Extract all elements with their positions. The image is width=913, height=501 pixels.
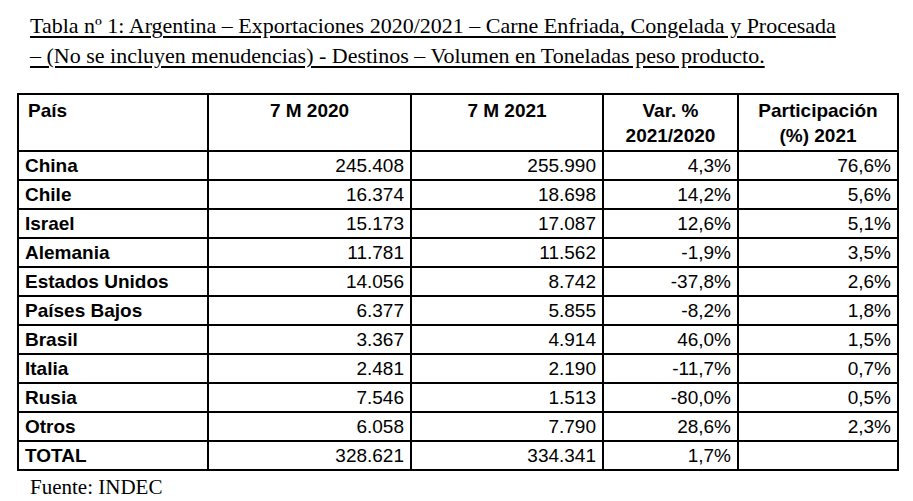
- cell-var-pct: -11,7%: [603, 354, 738, 383]
- source-note: Fuente: INDEC: [30, 475, 913, 500]
- cell-participacion: 1,5%: [738, 325, 898, 354]
- cell-participacion: 0,7%: [738, 354, 898, 383]
- cell-7m2021: 4.914: [411, 325, 603, 354]
- table-row: Otros 6.058 7.790 28,6% 2,3%: [18, 412, 898, 441]
- table-row-total: TOTAL 328.621 334.341 1,7%: [18, 441, 898, 470]
- cell-7m2020: 14.056: [208, 267, 411, 296]
- cell-country: Israel: [18, 209, 208, 238]
- column-header-participacion: Participación (%) 2021: [738, 94, 898, 151]
- table-row: Italia 2.481 2.190 -11,7% 0,7%: [18, 354, 898, 383]
- column-header-7m-2020: 7 M 2020: [208, 94, 411, 151]
- table-row: Alemania 11.781 11.562 -1,9% 3,5%: [18, 238, 898, 267]
- table-row: China 245.408 255.990 4,3% 76,6%: [18, 151, 898, 180]
- cell-7m2021: 18.698: [411, 180, 603, 209]
- cell-participacion: 5,6%: [738, 180, 898, 209]
- cell-7m2020: 245.408: [208, 151, 411, 180]
- cell-var-pct: 1,7%: [603, 441, 738, 470]
- table-row: Israel 15.173 17.087 12,6% 5,1%: [18, 209, 898, 238]
- cell-participacion: 76,6%: [738, 151, 898, 180]
- cell-var-pct: -8,2%: [603, 296, 738, 325]
- cell-7m2020: 11.781: [208, 238, 411, 267]
- cell-country: Alemania: [18, 238, 208, 267]
- cell-country: Estados Unidos: [18, 267, 208, 296]
- cell-var-pct: 4,3%: [603, 151, 738, 180]
- cell-country: Otros: [18, 412, 208, 441]
- cell-7m2020: 6.058: [208, 412, 411, 441]
- cell-participacion: 3,5%: [738, 238, 898, 267]
- cell-var-pct: 28,6%: [603, 412, 738, 441]
- cell-country: Países Bajos: [18, 296, 208, 325]
- cell-7m2021: 5.855: [411, 296, 603, 325]
- cell-participacion: 0,5%: [738, 383, 898, 412]
- cell-participacion: [738, 441, 898, 470]
- cell-var-pct: 12,6%: [603, 209, 738, 238]
- page-title-line1: Tabla nº 1: Argentina – Exportaciones 20…: [30, 11, 905, 41]
- cell-7m2021: 334.341: [411, 441, 603, 470]
- cell-country: Italia: [18, 354, 208, 383]
- table-row: Estados Unidos 14.056 8.742 -37,8% 2,6%: [18, 267, 898, 296]
- cell-7m2021: 1.513: [411, 383, 603, 412]
- column-header-7m-2021: 7 M 2021: [411, 94, 603, 151]
- cell-var-pct: 14,2%: [603, 180, 738, 209]
- cell-7m2020: 6.377: [208, 296, 411, 325]
- cell-7m2021: 255.990: [411, 151, 603, 180]
- table-header-row: País 7 M 2020 7 M 2021 Var. % 2021/2020 …: [18, 94, 898, 151]
- table-row: Brasil 3.367 4.914 46,0% 1,5%: [18, 325, 898, 354]
- cell-7m2021: 17.087: [411, 209, 603, 238]
- page-title: Tabla nº 1: Argentina – Exportaciones 20…: [30, 11, 905, 71]
- cell-country: China: [18, 151, 208, 180]
- cell-country: Chile: [18, 180, 208, 209]
- cell-7m2021: 7.790: [411, 412, 603, 441]
- cell-total-label: TOTAL: [18, 441, 208, 470]
- exports-table: País 7 M 2020 7 M 2021 Var. % 2021/2020 …: [17, 93, 899, 471]
- cell-participacion: 2,6%: [738, 267, 898, 296]
- page-title-line2: – (No se incluyen menudencias) - Destino…: [30, 41, 905, 71]
- column-header-var-pct: Var. % 2021/2020: [603, 94, 738, 151]
- cell-participacion: 5,1%: [738, 209, 898, 238]
- cell-7m2020: 328.621: [208, 441, 411, 470]
- table-row: Países Bajos 6.377 5.855 -8,2% 1,8%: [18, 296, 898, 325]
- cell-7m2020: 15.173: [208, 209, 411, 238]
- cell-7m2021: 11.562: [411, 238, 603, 267]
- cell-7m2021: 2.190: [411, 354, 603, 383]
- cell-var-pct: 46,0%: [603, 325, 738, 354]
- cell-var-pct: -80,0%: [603, 383, 738, 412]
- cell-7m2020: 3.367: [208, 325, 411, 354]
- table-row: Rusia 7.546 1.513 -80,0% 0,5%: [18, 383, 898, 412]
- table-row: Chile 16.374 18.698 14,2% 5,6%: [18, 180, 898, 209]
- cell-7m2020: 16.374: [208, 180, 411, 209]
- cell-var-pct: -37,8%: [603, 267, 738, 296]
- column-header-pais: País: [18, 94, 208, 151]
- cell-participacion: 1,8%: [738, 296, 898, 325]
- cell-7m2020: 2.481: [208, 354, 411, 383]
- cell-country: Brasil: [18, 325, 208, 354]
- cell-var-pct: -1,9%: [603, 238, 738, 267]
- cell-country: Rusia: [18, 383, 208, 412]
- cell-7m2020: 7.546: [208, 383, 411, 412]
- cell-7m2021: 8.742: [411, 267, 603, 296]
- cell-participacion: 2,3%: [738, 412, 898, 441]
